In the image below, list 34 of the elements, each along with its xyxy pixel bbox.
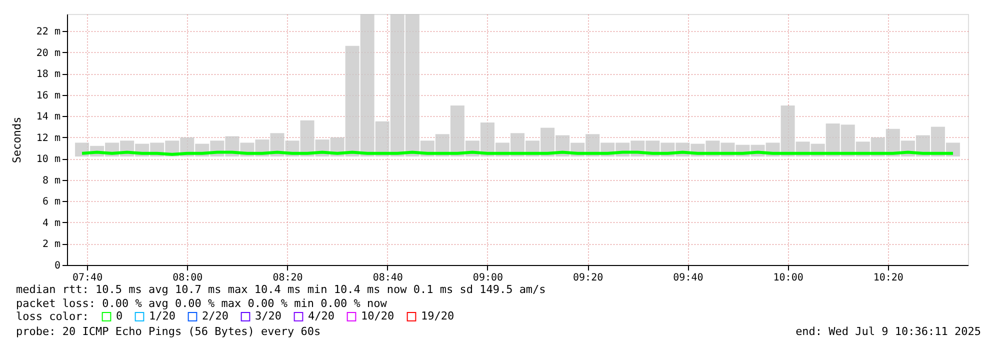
legend-label: 2/20 [202,310,228,323]
text: packet loss: 0.00 % avg 0.00 % max 0.00 % min 0.00 % now [16,297,388,310]
x-tick-label: 08:20 [272,272,303,284]
text: end: Wed Jul 9 10:36:11 2025 [796,325,981,338]
legend-label: 0 [116,310,123,323]
text: probe: 20 ICMP Echo Pings (56 Bytes) every 60s [16,325,321,338]
y-tick-label: 16 m [36,90,60,102]
x-tick-label: 08:00 [172,272,203,284]
x-tick-label: 10:20 [873,272,904,284]
y-tick-label: 10 m [36,154,60,166]
x-tick-label: 09:00 [472,272,504,284]
text: median rtt: 10.5 ms avg 10.7 ms max 10.4 ms min 10.4 ms now 0.1 ms sd 149.5 am/s [16,283,546,296]
x-tick-label: 10:00 [773,272,804,284]
legend-label: 10/20 [361,310,394,323]
x-tick-label: 09:20 [573,272,604,284]
y-tick-label: 20 m [36,48,60,59]
x-tick-label: 07:40 [72,272,103,284]
y-tick-label: 6 m [42,196,60,208]
y-tick-label: 22 m [36,26,60,38]
legend-label: 3/20 [255,310,282,323]
legend-label: 4/20 [308,310,334,323]
y-tick-label: 4 m [42,218,60,229]
legend-label: 1/20 [149,310,176,323]
legend-title: loss color: [16,310,89,323]
y-tick-label: 2 m [42,239,60,250]
y-tick-label: 14 m [36,112,60,123]
x-tick-label: 08:40 [372,272,403,284]
legend-label: 19/20 [421,310,454,323]
y-tick-label: 8 m [42,175,60,186]
y-tick-label: 18 m [36,69,60,80]
y-tick-label: 12 m [36,132,60,144]
y-axis-title: Seconds [10,116,24,164]
y-tick-label: 0 [54,260,60,272]
x-tick-label: 09:40 [673,272,704,284]
